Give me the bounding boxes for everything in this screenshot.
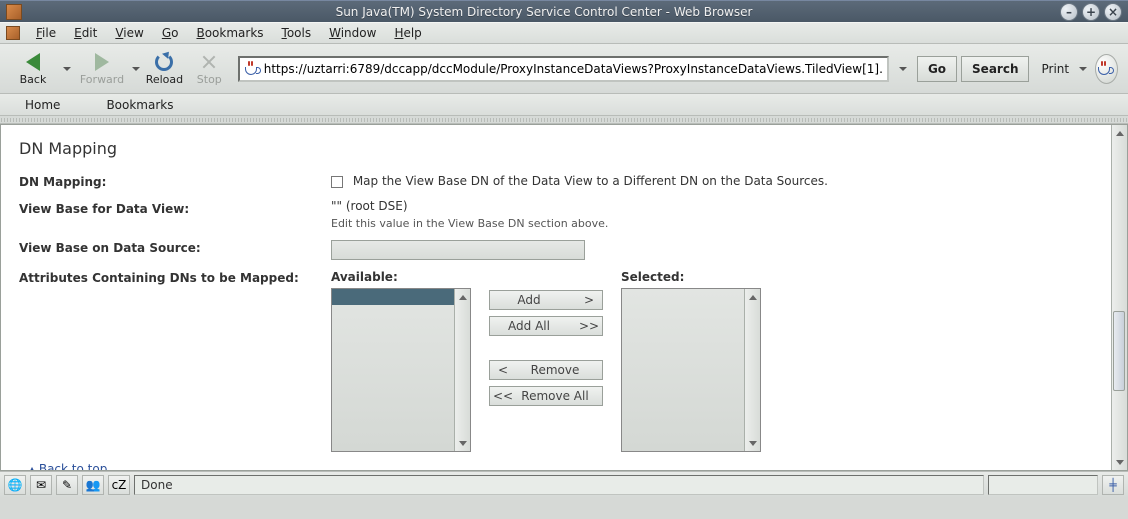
menu-go[interactable]: Go [154,24,187,42]
back-button[interactable]: Back [6,47,60,91]
status-text: Done [134,475,984,495]
minimize-button[interactable]: – [1060,3,1078,21]
forward-history-dropdown[interactable] [132,67,140,71]
stop-label: Stop [197,73,222,86]
label-attrs: Attributes Containing DNs to be Mapped: [19,270,331,285]
print-button[interactable]: Print [1041,62,1069,76]
personal-toolbar: Home Bookmarks [0,94,1128,116]
remove-button[interactable]: <Remove [489,360,603,380]
reload-button[interactable]: Reload [144,47,185,91]
status-progress [988,475,1098,495]
dual-list: Available: [331,270,761,452]
search-button[interactable]: Search [961,56,1029,82]
menu-window[interactable]: Window [321,24,384,42]
forward-label: Forward [80,73,124,86]
available-scrollbar[interactable] [454,289,470,451]
map-view-base-checkbox[interactable] [331,176,343,188]
selected-scrollbar[interactable] [744,289,760,451]
window-controls: – + × [1060,3,1122,21]
content-area: DN Mapping DN Mapping: Map the View Base… [0,124,1128,471]
status-addressbook-icon[interactable]: 👥 [82,475,104,495]
page-heading: DN Mapping [19,139,1109,158]
menu-help[interactable]: Help [386,24,429,42]
selected-list[interactable] [621,288,761,452]
statusbar: 🌐 ✉ ✎ 👥 cZ Done ╪ [0,471,1128,497]
print-dropdown[interactable] [1079,67,1087,71]
available-list[interactable] [331,288,471,452]
view-base-ds-input[interactable] [331,240,585,260]
helper-root-dse: Edit this value in the View Base DN sect… [331,217,608,230]
stop-button[interactable]: Stop [189,47,230,91]
back-arrow-icon [22,51,44,73]
url-text[interactable]: https://uztarri:6789/dccapp/dccModule/Pr… [264,62,883,76]
page-content: DN Mapping DN Mapping: Map the View Base… [1,125,1127,471]
add-button[interactable]: Add> [489,290,603,310]
menubar: File Edit View Go Bookmarks Tools Window… [0,22,1128,44]
forward-arrow-icon [91,51,113,73]
activity-throbber [1095,54,1118,84]
status-irc-icon[interactable]: cZ [108,475,130,495]
available-label: Available: [331,270,471,284]
add-all-button[interactable]: Add All>> [489,316,603,336]
menubar-app-icon [6,26,20,40]
url-bar[interactable]: https://uztarri:6789/dccapp/dccModule/Pr… [238,56,889,82]
label-dn-mapping: DN Mapping: [19,174,331,189]
status-globe-icon[interactable]: 🌐 [4,475,26,495]
value-root-dse: "" (root DSE) [331,199,608,213]
page-viewport: DN Mapping DN Mapping: Map the View Base… [0,124,1128,471]
map-view-base-checkbox-label: Map the View Base DN of the Data View to… [353,174,828,188]
app-icon [6,4,22,20]
bookmarks-bookmark[interactable]: Bookmarks [87,95,192,115]
toolbar-gripper[interactable] [0,116,1128,124]
page-scroll-thumb[interactable] [1113,311,1125,391]
page-scrollbar[interactable] [1111,125,1127,470]
menu-file[interactable]: File [28,24,64,42]
home-bookmark[interactable]: Home [6,95,79,115]
window-titlebar: Sun Java(TM) System Directory Service Co… [0,0,1128,22]
stop-icon [198,51,220,73]
back-history-dropdown[interactable] [63,67,71,71]
site-java-icon [244,61,260,77]
forward-button[interactable]: Forward [75,47,129,91]
close-button[interactable]: × [1104,3,1122,21]
available-selected-row[interactable] [332,289,454,305]
window-title: Sun Java(TM) System Directory Service Co… [28,5,1060,19]
navigation-toolbar: Back Forward Reload Stop https://uztarri… [0,44,1128,94]
back-label: Back [20,73,47,86]
status-mail-icon[interactable]: ✉ [30,475,52,495]
url-history-dropdown[interactable] [899,67,907,71]
remove-all-button[interactable]: <<Remove All [489,386,603,406]
status-compose-icon[interactable]: ✎ [56,475,78,495]
reload-icon [153,51,175,73]
status-security-icon[interactable]: ╪ [1102,475,1124,495]
label-view-base-ds: View Base on Data Source: [19,240,331,255]
selected-label: Selected: [621,270,761,284]
menu-edit[interactable]: Edit [66,24,105,42]
maximize-button[interactable]: + [1082,3,1100,21]
menu-tools[interactable]: Tools [274,24,320,42]
label-view-base-dv: View Base for Data View: [19,199,331,216]
menu-view[interactable]: View [107,24,151,42]
back-to-top-link[interactable]: ▴ Back to top [19,462,1109,471]
go-button[interactable]: Go [917,56,957,82]
reload-label: Reload [146,73,183,86]
menu-bookmarks[interactable]: Bookmarks [188,24,271,42]
